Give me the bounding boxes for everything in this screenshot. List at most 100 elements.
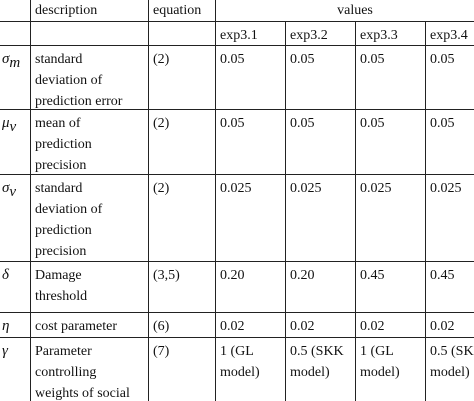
value: 0.45: [360, 268, 385, 283]
column-rule: [215, 0, 216, 401]
symbol-cell: σv: [0, 175, 30, 262]
value-cell: 0.45: [425, 262, 474, 313]
header-text: values: [337, 3, 373, 18]
value: 0.5 (SKK model): [290, 344, 344, 380]
equation-ref: (2): [153, 116, 170, 131]
symbol-cell: δ: [0, 262, 30, 313]
symbol-subscript: v: [9, 118, 17, 135]
symbol: η: [2, 318, 10, 334]
description-line: prediction error: [35, 94, 123, 109]
column-rule: [355, 22, 356, 401]
row-rule: [0, 174, 474, 175]
symbol: μ: [2, 115, 10, 131]
header-text: description: [35, 3, 98, 18]
value: 1 (GL model): [360, 344, 400, 380]
value: 0.05: [290, 52, 315, 67]
value: 0.02: [430, 319, 455, 334]
value: 0.05: [430, 52, 455, 67]
value: 0.025: [290, 181, 322, 196]
value-cell: 0.5 (SKK model): [425, 338, 474, 401]
experiment-label: exp3.1: [220, 28, 258, 43]
value-cell: 0.025: [425, 175, 474, 262]
value-cell: 0.05: [215, 110, 285, 175]
value: 0.05: [360, 116, 385, 131]
description-line: precision: [35, 244, 87, 259]
value-cell: 0.025: [215, 175, 285, 262]
equation-cell: (2): [148, 110, 215, 175]
equation-cell: (2): [148, 46, 215, 110]
equation-ref: (2): [153, 181, 170, 196]
value: 0.025: [430, 181, 462, 196]
equation-cell: (7): [148, 338, 215, 401]
row-rule: [0, 312, 474, 313]
value-cell: 1 (GL model): [215, 338, 285, 401]
symbol-cell: σm: [0, 46, 30, 110]
value-cell: 0.05: [355, 110, 425, 175]
description-line: precision: [35, 158, 87, 173]
header-cell: values: [215, 0, 474, 22]
symbol-subscript: v: [9, 183, 17, 200]
row-rule: [0, 261, 474, 262]
experiment-header: exp3.1: [215, 22, 285, 46]
value: 0.20: [220, 268, 245, 283]
equation-cell: (2): [148, 175, 215, 262]
symbol-subscript: m: [9, 54, 21, 71]
value: 1 (GL model): [220, 344, 260, 380]
value: 0.5 (SKK model): [430, 344, 474, 380]
column-rule: [30, 0, 31, 401]
description-line: standard: [35, 181, 83, 196]
description-line: controlling: [35, 365, 97, 380]
header-cell: equation: [148, 0, 215, 22]
experiment-label: exp3.3: [360, 28, 398, 43]
description-line: deviation of: [35, 73, 103, 88]
value: 0.45: [430, 268, 455, 283]
value-cell: 0.025: [355, 175, 425, 262]
value-cell: 0.025: [285, 175, 355, 262]
value-cell: 0.05: [215, 46, 285, 110]
description-line: mean of: [35, 116, 81, 131]
experiment-header: exp3.2: [285, 22, 355, 46]
experiment-header: exp3.3: [355, 22, 425, 46]
description-cell: cost parameter: [30, 313, 148, 338]
description-cell: Damage threshold: [30, 262, 148, 313]
header-cell: description: [30, 0, 148, 22]
description-line: weights of social: [35, 386, 130, 401]
value-cell: 0.45: [355, 262, 425, 313]
symbol-cell: μv: [0, 110, 30, 175]
equation-ref: (2): [153, 52, 170, 67]
value: 0.05: [290, 116, 315, 131]
column-rule: [148, 0, 149, 401]
value-cell: 0.05: [425, 110, 474, 175]
value: 0.02: [360, 319, 385, 334]
value-cell: 0.02: [425, 313, 474, 338]
description-cell: standard deviation of prediction error: [30, 46, 148, 110]
symbol-cell: η: [0, 313, 30, 338]
description-line: Damage: [35, 268, 82, 283]
description-line: Parameter: [35, 344, 92, 359]
description-line: standard: [35, 52, 83, 67]
equation-cell: (3,5): [148, 262, 215, 313]
description-line: prediction: [35, 137, 92, 152]
column-rule: [285, 22, 286, 401]
value: 0.05: [430, 116, 455, 131]
value-cell: 0.02: [285, 313, 355, 338]
row-rule: [0, 45, 474, 46]
row-rule: [0, 337, 474, 338]
value: 0.05: [220, 52, 245, 67]
value-cell: 0.20: [285, 262, 355, 313]
equation-ref: (3,5): [153, 268, 180, 283]
value: 0.025: [360, 181, 392, 196]
description-cell: Parameter controlling weights of social: [30, 338, 148, 401]
description-line: deviation of: [35, 202, 103, 217]
symbol: σ: [2, 51, 10, 67]
value-cell: 1 (GL model): [355, 338, 425, 401]
description-cell: standard deviation of prediction precision: [30, 175, 148, 262]
value: 0.20: [290, 268, 315, 283]
value-cell: 0.05: [285, 110, 355, 175]
description-cell: mean of prediction precision: [30, 110, 148, 175]
symbol: σ: [2, 180, 10, 196]
symbol-cell: γ: [0, 338, 30, 401]
value: 0.02: [290, 319, 315, 334]
column-rule: [425, 22, 426, 401]
